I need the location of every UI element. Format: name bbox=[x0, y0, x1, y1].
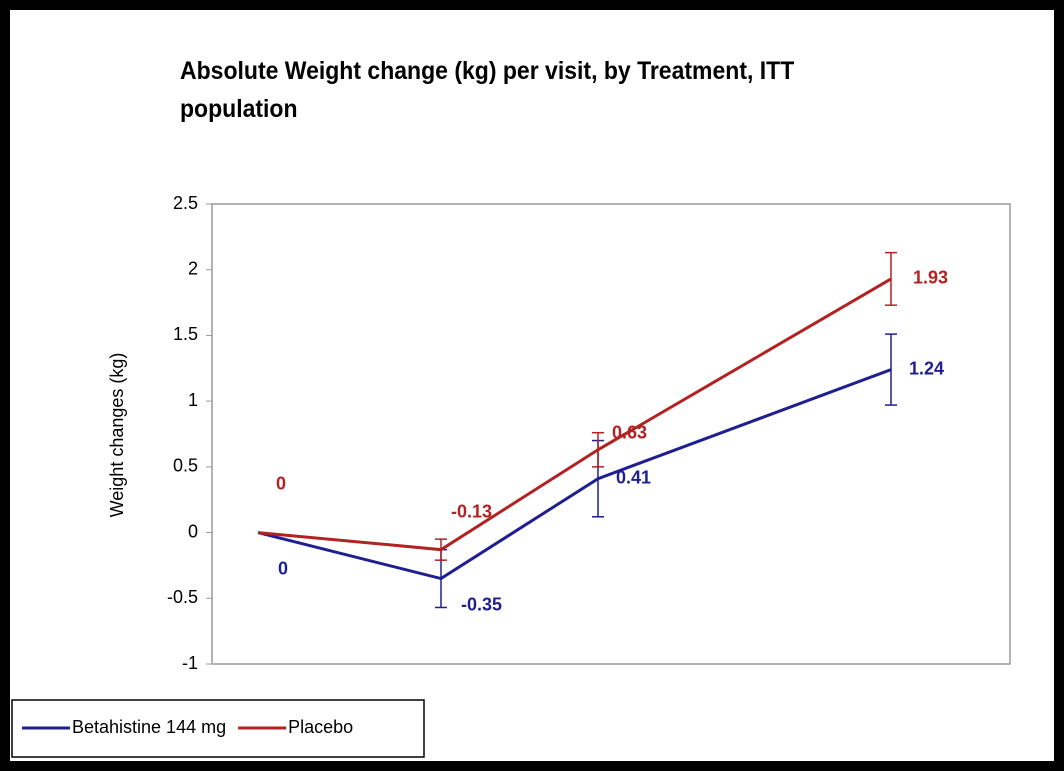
chart-title: Absolute Weight change (kg) per visit, b… bbox=[180, 57, 795, 123]
data-label: 0 bbox=[276, 473, 286, 493]
y-tick-label: 2.5 bbox=[173, 193, 198, 213]
data-label: -0.13 bbox=[451, 501, 492, 521]
data-label: 0 bbox=[278, 558, 288, 578]
data-label: -0.35 bbox=[461, 594, 502, 614]
y-tick-label: 0 bbox=[188, 521, 198, 541]
y-tick-label: 1 bbox=[188, 390, 198, 410]
chart-frame: Absolute Weight change (kg) per visit, b… bbox=[10, 10, 1054, 761]
series-line bbox=[257, 368, 892, 581]
y-axis-label: Weight changes (kg) bbox=[107, 353, 127, 518]
legend bbox=[11, 699, 425, 758]
data-label: 1.24 bbox=[909, 358, 944, 378]
y-tick-label: 1.5 bbox=[173, 324, 198, 344]
data-label: 0.63 bbox=[612, 423, 647, 443]
chart: Weight changes (kg) -1 -0.5 0 0.5 1 1.5 2 2.5 0 -… bbox=[11, 193, 1011, 758]
y-tick-label: -0.5 bbox=[167, 587, 198, 607]
series-line bbox=[257, 277, 892, 552]
data-label: 0.41 bbox=[616, 467, 651, 487]
y-tick-label: 0.5 bbox=[173, 456, 198, 476]
legend-label: Betahistine 144 mg bbox=[72, 717, 226, 737]
legend-label: Placebo bbox=[288, 717, 353, 737]
plot-area bbox=[211, 203, 1011, 665]
y-tick-label: 2 bbox=[188, 258, 198, 278]
data-label: 1.93 bbox=[913, 268, 948, 288]
y-tick-label: -1 bbox=[182, 653, 198, 673]
